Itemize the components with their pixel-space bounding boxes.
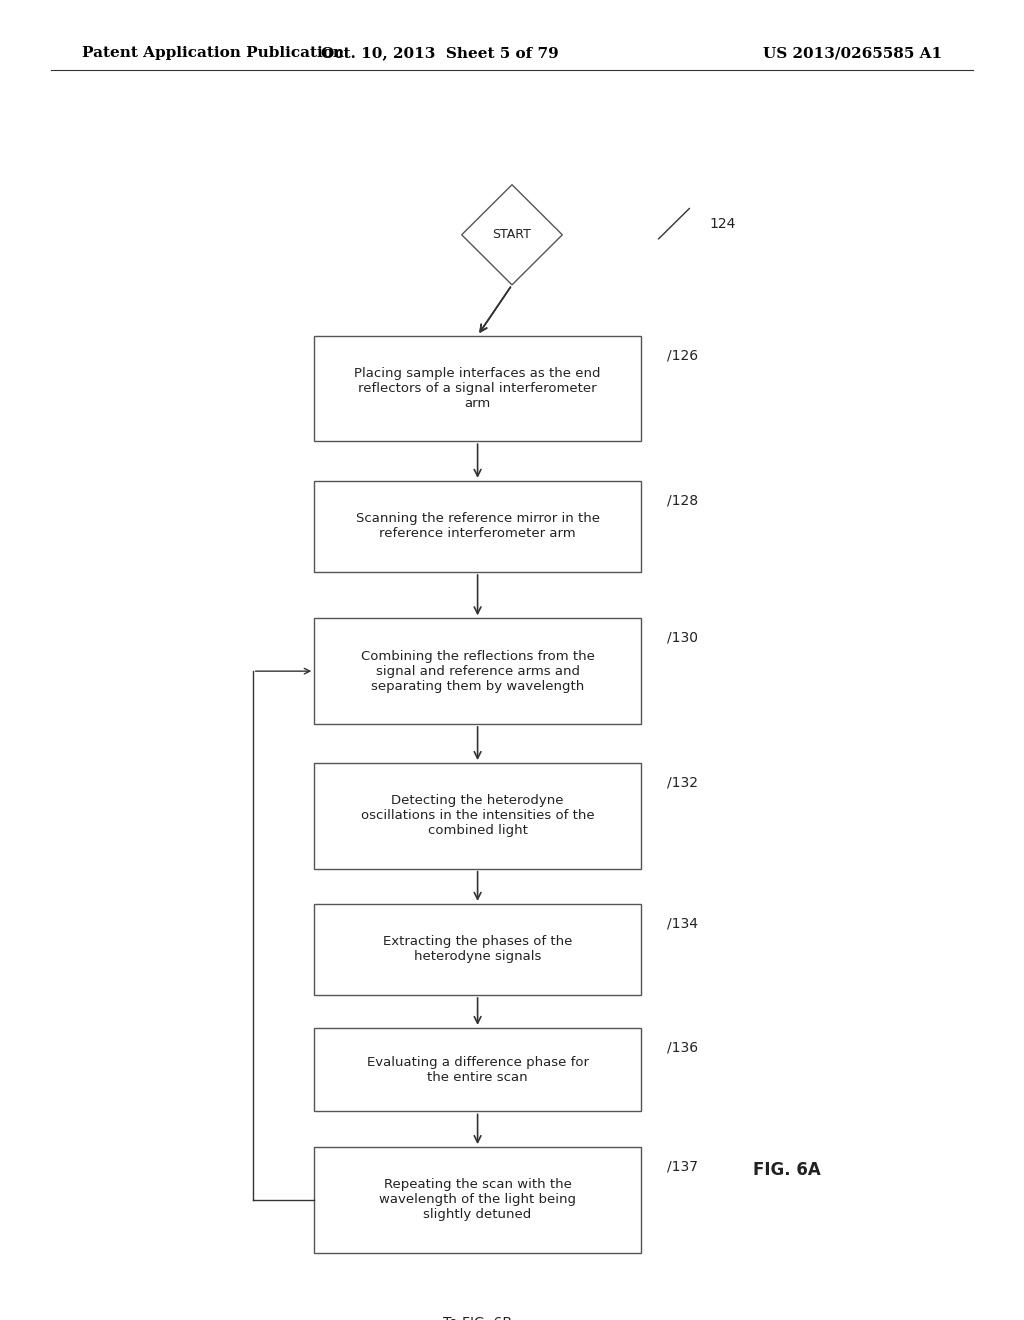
- FancyBboxPatch shape: [314, 335, 641, 441]
- Text: /136: /136: [667, 1040, 697, 1055]
- Text: /130: /130: [667, 631, 697, 645]
- Text: 124: 124: [710, 216, 736, 231]
- FancyBboxPatch shape: [314, 1028, 641, 1111]
- Text: /132: /132: [667, 776, 697, 789]
- FancyBboxPatch shape: [314, 1147, 641, 1253]
- Text: /128: /128: [667, 494, 697, 507]
- Text: /126: /126: [667, 348, 697, 362]
- FancyBboxPatch shape: [314, 480, 641, 572]
- Text: /137: /137: [667, 1160, 697, 1173]
- Text: /134: /134: [667, 916, 697, 931]
- Polygon shape: [462, 185, 562, 285]
- Text: Oct. 10, 2013  Sheet 5 of 79: Oct. 10, 2013 Sheet 5 of 79: [322, 46, 559, 61]
- Text: US 2013/0265585 A1: US 2013/0265585 A1: [763, 46, 942, 61]
- FancyBboxPatch shape: [314, 763, 641, 869]
- Text: Scanning the reference mirror in the
reference interferometer arm: Scanning the reference mirror in the ref…: [355, 512, 600, 540]
- Text: To FIG. 6B: To FIG. 6B: [443, 1316, 512, 1320]
- FancyBboxPatch shape: [314, 904, 641, 995]
- Text: Combining the reflections from the
signal and reference arms and
separating them: Combining the reflections from the signa…: [360, 649, 595, 693]
- Text: Detecting the heterodyne
oscillations in the intensities of the
combined light: Detecting the heterodyne oscillations in…: [360, 795, 594, 837]
- Text: Placing sample interfaces as the end
reflectors of a signal interferometer
arm: Placing sample interfaces as the end ref…: [354, 367, 601, 411]
- Text: START: START: [493, 228, 531, 242]
- Text: Patent Application Publication: Patent Application Publication: [82, 46, 344, 61]
- Text: Repeating the scan with the
wavelength of the light being
slightly detuned: Repeating the scan with the wavelength o…: [379, 1179, 577, 1221]
- Text: Extracting the phases of the
heterodyne signals: Extracting the phases of the heterodyne …: [383, 936, 572, 964]
- Text: FIG. 6A: FIG. 6A: [754, 1160, 821, 1179]
- Text: Evaluating a difference phase for
the entire scan: Evaluating a difference phase for the en…: [367, 1056, 589, 1084]
- FancyBboxPatch shape: [314, 618, 641, 725]
